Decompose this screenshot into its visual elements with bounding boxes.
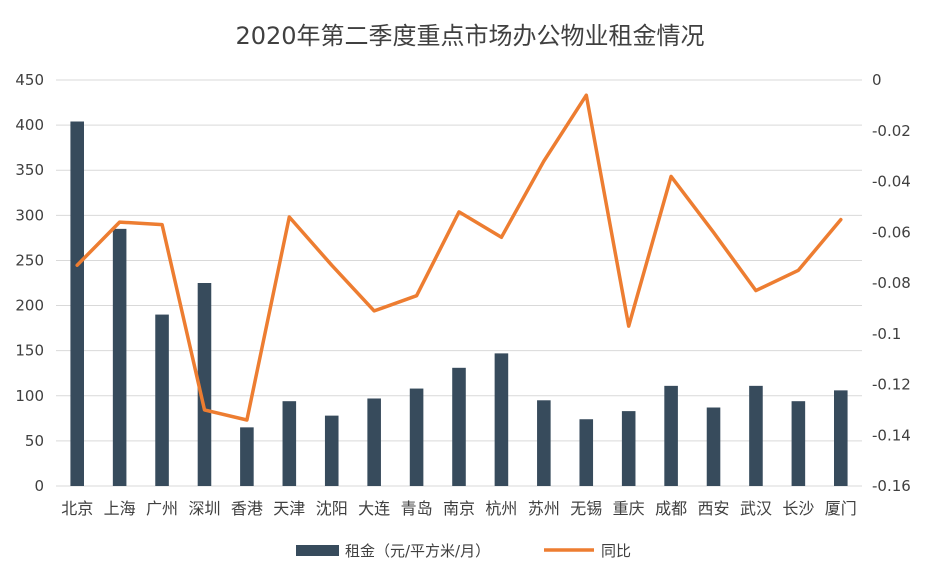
left-tick-label: 0: [34, 477, 44, 495]
right-tick-label: -0.08: [872, 274, 911, 292]
bar-武汉: [749, 386, 763, 486]
category-label: 香港: [231, 499, 263, 518]
category-label: 深圳: [188, 499, 220, 518]
legend-label-rent: 租金（元/平方米/月）: [345, 542, 490, 560]
category-label: 武汉: [740, 499, 772, 518]
right-tick-label: -0.1: [872, 325, 901, 343]
right-tick-label: -0.06: [872, 223, 911, 241]
category-label: 无锡: [570, 499, 602, 518]
category-label: 杭州: [485, 499, 517, 518]
bar-成都: [664, 386, 678, 486]
category-label: 成都: [655, 499, 687, 518]
bar-无锡: [579, 419, 593, 486]
bar-厦门: [834, 390, 848, 486]
left-tick-label: 300: [15, 206, 44, 224]
category-label: 重庆: [613, 499, 645, 518]
left-tick-label: 450: [15, 71, 44, 89]
legend-swatch-rent: [296, 545, 339, 556]
bar-大连: [367, 398, 381, 486]
category-label: 广州: [146, 499, 178, 518]
bar-天津: [283, 401, 297, 486]
bar-沈阳: [325, 416, 339, 486]
category-label: 西安: [698, 499, 730, 518]
right-axis-ticks: 0 -0.02 -0.04 -0.06 -0.08 -0.1 -0.12 -0.14 -0.16: [872, 71, 911, 495]
category-labels: 北京上海广州深圳香港天津沈阳大连青岛南京杭州苏州无锡重庆成都西安武汉长沙厦门: [61, 499, 857, 518]
category-label: 青岛: [401, 499, 433, 518]
right-tick-label: 0: [872, 71, 882, 89]
left-tick-label: 350: [15, 161, 44, 179]
right-tick-label: -0.14: [872, 426, 911, 444]
category-label: 大连: [358, 499, 390, 518]
right-tick-label: -0.16: [872, 477, 911, 495]
right-tick-label: -0.04: [872, 173, 911, 191]
bar-series: [70, 122, 847, 486]
bar-苏州: [537, 400, 551, 486]
category-label: 天津: [273, 499, 305, 518]
bar-青岛: [410, 389, 424, 486]
bar-上海: [113, 229, 127, 486]
bar-重庆: [622, 411, 636, 486]
bar-香港: [240, 427, 254, 486]
bar-广州: [155, 315, 169, 486]
category-label: 苏州: [528, 499, 560, 518]
left-tick-label: 200: [15, 297, 44, 315]
category-label: 厦门: [825, 499, 857, 518]
category-label: 北京: [61, 499, 93, 518]
left-tick-label: 250: [15, 251, 44, 269]
chart-title: 2020年第二季度重点市场办公物业租金情况: [235, 22, 704, 50]
left-tick-label: 150: [15, 342, 44, 360]
category-label: 长沙: [782, 499, 814, 518]
bar-西安: [707, 408, 721, 486]
bar-南京: [452, 368, 466, 486]
right-tick-label: -0.02: [872, 122, 911, 140]
left-tick-label: 400: [15, 116, 44, 134]
category-label: 沈阳: [316, 499, 348, 518]
bar-北京: [70, 122, 84, 486]
category-label: 南京: [443, 499, 475, 518]
right-tick-label: -0.12: [872, 376, 911, 394]
left-tick-label: 50: [25, 432, 44, 450]
bar-杭州: [495, 353, 509, 486]
category-label: 上海: [104, 499, 136, 518]
legend: 租金（元/平方米/月） 同比: [296, 542, 631, 560]
legend-label-yoy: 同比: [601, 542, 631, 560]
bar-长沙: [792, 401, 806, 486]
left-axis-ticks: 450 400 350 300 250 200 150 100 50 0: [15, 71, 44, 495]
left-tick-label: 100: [15, 387, 44, 405]
